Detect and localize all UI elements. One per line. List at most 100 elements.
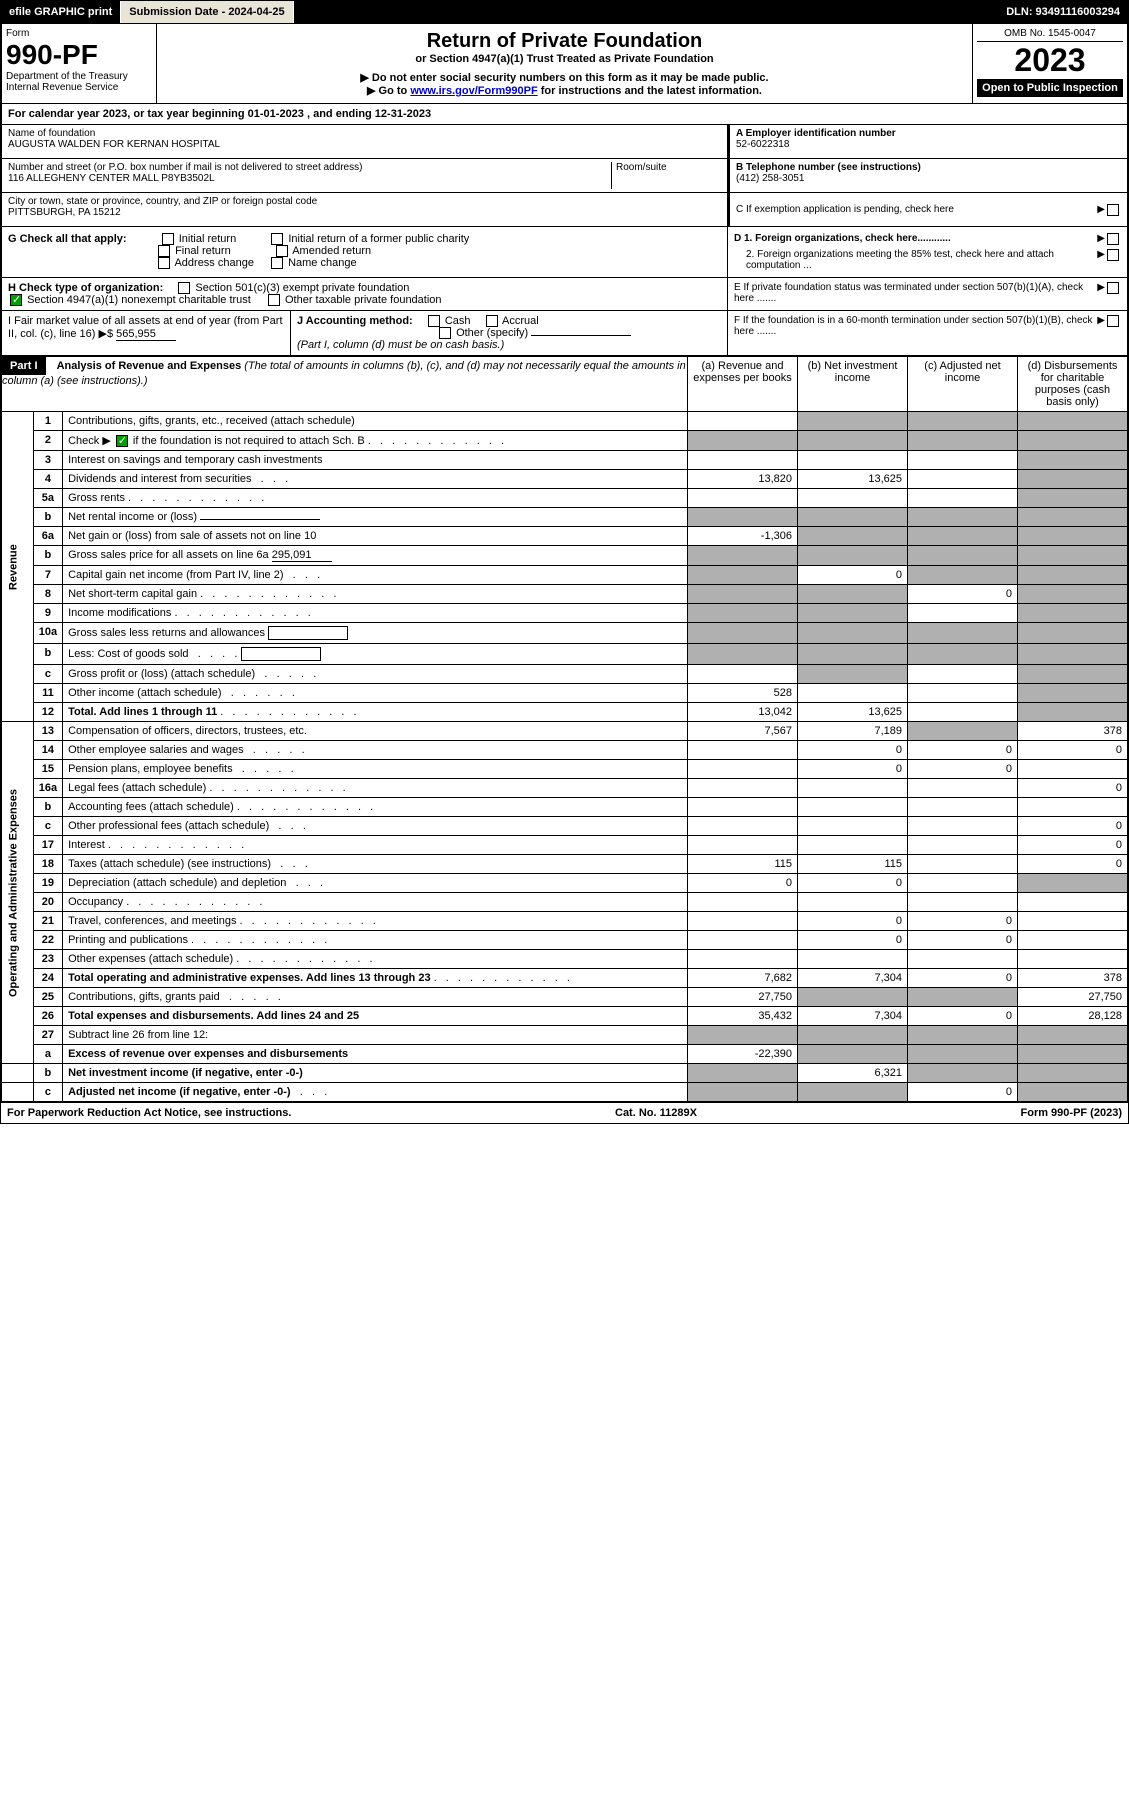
r15: Pension plans, employee benefits . . . .… [63,760,688,779]
g-initial-former: Initial return of a former public charit… [288,233,469,245]
g-initial-checkbox[interactable] [162,233,174,245]
box-f-label: F If the foundation is in a 60-month ter… [734,315,1097,351]
d2-label: 2. Foreign organizations meeting the 85%… [734,249,1097,271]
dln: DLN: 93491116003294 [998,1,1128,23]
g-amended-checkbox[interactable] [276,245,288,257]
j-other: Other (specify) [456,327,528,339]
box-h: H Check type of organization: Section 50… [1,278,728,311]
r11: Other income (attach schedule) . . . . .… [63,684,688,703]
e-checkbox[interactable] [1107,282,1119,294]
r18: Taxes (attach schedule) (see instruction… [63,855,688,874]
footer: For Paperwork Reduction Act Notice, see … [1,1102,1128,1123]
topbar: efile GRAPHIC print Submission Date - 20… [1,1,1128,23]
d1-checkbox[interactable] [1107,233,1119,245]
irs-link[interactable]: www.irs.gov/Form990PF [410,85,537,97]
h1-checkbox[interactable] [178,282,190,294]
efile-print[interactable]: efile GRAPHIC print [1,1,121,23]
r23: Other expenses (attach schedule) [63,950,688,969]
form-header: Form 990-PF Department of the Treasury I… [1,23,1128,104]
footer-left: For Paperwork Reduction Act Notice, see … [7,1107,291,1119]
h-opt1: Section 501(c)(3) exempt private foundat… [195,282,409,294]
r1: Contributions, gifts, grants, etc., rece… [63,412,688,431]
ein-box: A Employer identification number 52-6022… [729,125,1128,159]
address-label: Number and street (or P.O. box number if… [8,162,611,173]
tax-year: 2023 [977,42,1123,79]
box-c-checkbox[interactable] [1107,204,1119,216]
g-initial: Initial return [179,233,236,245]
phone-value: (412) 258-3051 [736,173,1121,184]
box-g-label: G Check all that apply: [8,233,127,245]
d1-label: D 1. Foreign organizations, check here..… [734,233,951,244]
box-j-note: (Part I, column (d) must be on cash basi… [297,339,504,351]
r19: Depreciation (attach schedule) and deple… [63,874,688,893]
box-h-label: H Check type of organization: [8,282,163,294]
g-address-checkbox[interactable] [158,257,170,269]
r8: Net short-term capital gain [63,585,688,604]
g-address: Address change [174,257,254,269]
r24: Total operating and administrative expen… [63,969,688,988]
col-c-header: (c) Adjusted net income [908,357,1018,412]
j-accrual: Accrual [502,315,539,327]
box-g: G Check all that apply: Initial return I… [1,227,728,278]
g-initial-former-checkbox[interactable] [271,233,283,245]
ein-label: A Employer identification number [736,128,1121,139]
open-public: Open to Public Inspection [977,79,1123,97]
col-b-header: (b) Net investment income [798,357,908,412]
r16a: Legal fees (attach schedule) [63,779,688,798]
r17: Interest [63,836,688,855]
col-a-header: (a) Revenue and expenses per books [688,357,798,412]
city-value: PITTSBURGH, PA 15212 [8,207,721,218]
r5b: Net rental income or (loss) [63,508,688,527]
r9: Income modifications [63,604,688,623]
h2-checkbox[interactable] [10,294,22,306]
g-final: Final return [175,245,231,257]
box-f: F If the foundation is in a 60-month ter… [728,311,1128,356]
j-accrual-checkbox[interactable] [486,315,498,327]
r27: Subtract line 26 from line 12: [63,1026,688,1045]
note-goto-pre: ▶ Go to [367,85,410,97]
r3: Interest on savings and temporary cash i… [63,451,688,470]
footer-mid: Cat. No. 11289X [615,1107,697,1119]
omb-number: OMB No. 1545-0047 [977,28,1123,42]
r25: Contributions, gifts, grants paid . . . … [63,988,688,1007]
h-opt2: Section 4947(a)(1) nonexempt charitable … [27,294,251,306]
r16c: Other professional fees (attach schedule… [63,817,688,836]
box-i: I Fair market value of all assets at end… [1,311,291,356]
j-cash-checkbox[interactable] [428,315,440,327]
phone-label: B Telephone number (see instructions) [736,162,1121,173]
r12: Total. Add lines 1 through 11 [63,703,688,722]
g-name: Name change [288,257,357,269]
r14: Other employee salaries and wages . . . … [63,741,688,760]
r2-checkbox[interactable] [116,435,128,447]
irs-label: Internal Revenue Service [6,82,152,93]
city-label: City or town, state or province, country… [8,196,721,207]
part1-label: Part I [2,357,46,375]
address-value: 116 ALLEGHENY CENTER MALL P8YB3502L [8,173,611,184]
h-opt3: Other taxable private foundation [285,294,442,306]
revenue-label: Revenue [2,412,34,722]
note-goto-post: for instructions and the latest informat… [538,85,762,97]
h3-checkbox[interactable] [268,294,280,306]
calendar-year-row: For calendar year 2023, or tax year begi… [1,104,1128,125]
box-c-label: C If exemption application is pending, c… [736,204,1097,215]
room-suite: Room/suite [611,162,721,189]
g-name-checkbox[interactable] [271,257,283,269]
name-label: Name of foundation [8,128,721,139]
r20: Occupancy [63,893,688,912]
r26: Total expenses and disbursements. Add li… [63,1007,688,1026]
city-box: City or town, state or province, country… [1,193,728,227]
address-box: Number and street (or P.O. box number if… [1,159,728,193]
phone-box: B Telephone number (see instructions) (4… [729,159,1128,193]
r27b: Net investment income (if negative, ente… [63,1064,688,1083]
r27c: Adjusted net income (if negative, enter … [63,1083,688,1102]
g-final-checkbox[interactable] [158,245,170,257]
j-other-checkbox[interactable] [439,327,451,339]
form-subtitle: or Section 4947(a)(1) Trust Treated as P… [163,53,966,65]
box-d: D 1. Foreign organizations, check here..… [728,227,1128,278]
f-checkbox[interactable] [1107,315,1119,327]
box-e-label: E If private foundation status was termi… [734,282,1097,306]
d2-checkbox[interactable] [1107,249,1119,261]
r10a: Gross sales less returns and allowances [63,623,688,644]
j-cash: Cash [445,315,471,327]
box-i-value: 565,955 [116,328,176,341]
